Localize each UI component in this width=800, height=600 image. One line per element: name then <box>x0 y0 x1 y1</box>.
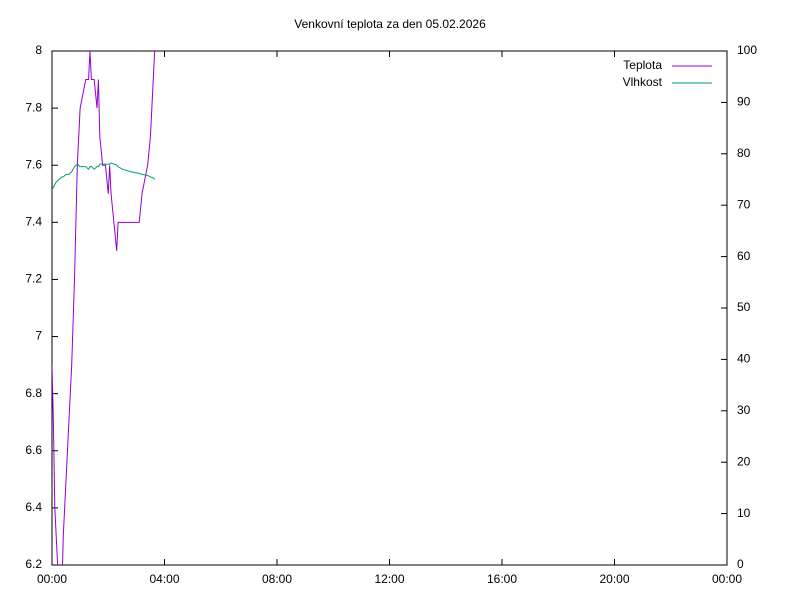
y2-tick-label: 20 <box>737 454 751 468</box>
y2-tick-label: 0 <box>737 557 744 571</box>
x-tick-label: 16:00 <box>487 572 517 586</box>
y-tick-label: 6.4 <box>25 500 42 514</box>
y-tick-label: 7.6 <box>25 157 42 171</box>
x-tick-label: 04:00 <box>149 572 179 586</box>
series-line <box>52 51 156 565</box>
y-tick-label: 7 <box>35 329 42 343</box>
y2-tick-label: 70 <box>737 197 751 211</box>
x-tick-label: 00:00 <box>37 572 67 586</box>
plot-area <box>52 51 156 565</box>
y-tick-label: 7.4 <box>25 215 42 229</box>
y2-tick-label: 100 <box>737 43 757 57</box>
y-tick-label: 6.8 <box>25 386 42 400</box>
x-tick-label: 20:00 <box>599 572 629 586</box>
y2-tick-label: 30 <box>737 403 751 417</box>
chart-title: Venkovní teplota za den 05.02.2026 <box>294 17 486 31</box>
legend-label: Vlhkost <box>623 75 663 89</box>
y-tick-label: 6.2 <box>25 557 42 571</box>
y-tick-label: 7.8 <box>25 100 42 114</box>
y2-tick-label: 90 <box>737 95 751 109</box>
y2-tick-label: 40 <box>737 352 751 366</box>
plot-border <box>51 50 728 566</box>
y-tick-label: 7.2 <box>25 272 42 286</box>
y2-tick-label: 10 <box>737 506 751 520</box>
x-tick-label: 08:00 <box>262 572 292 586</box>
x-tick-label: 00:00 <box>712 572 742 586</box>
x-tick-label: 12:00 <box>374 572 404 586</box>
series-line <box>52 162 156 191</box>
y2-tick-label: 50 <box>737 300 751 314</box>
y-tick-label: 8 <box>35 43 42 57</box>
y2-tick-label: 60 <box>737 249 751 263</box>
y-tick-label: 6.6 <box>25 443 42 457</box>
legend-label: Teplota <box>623 58 662 72</box>
y2-tick-label: 80 <box>737 146 751 160</box>
